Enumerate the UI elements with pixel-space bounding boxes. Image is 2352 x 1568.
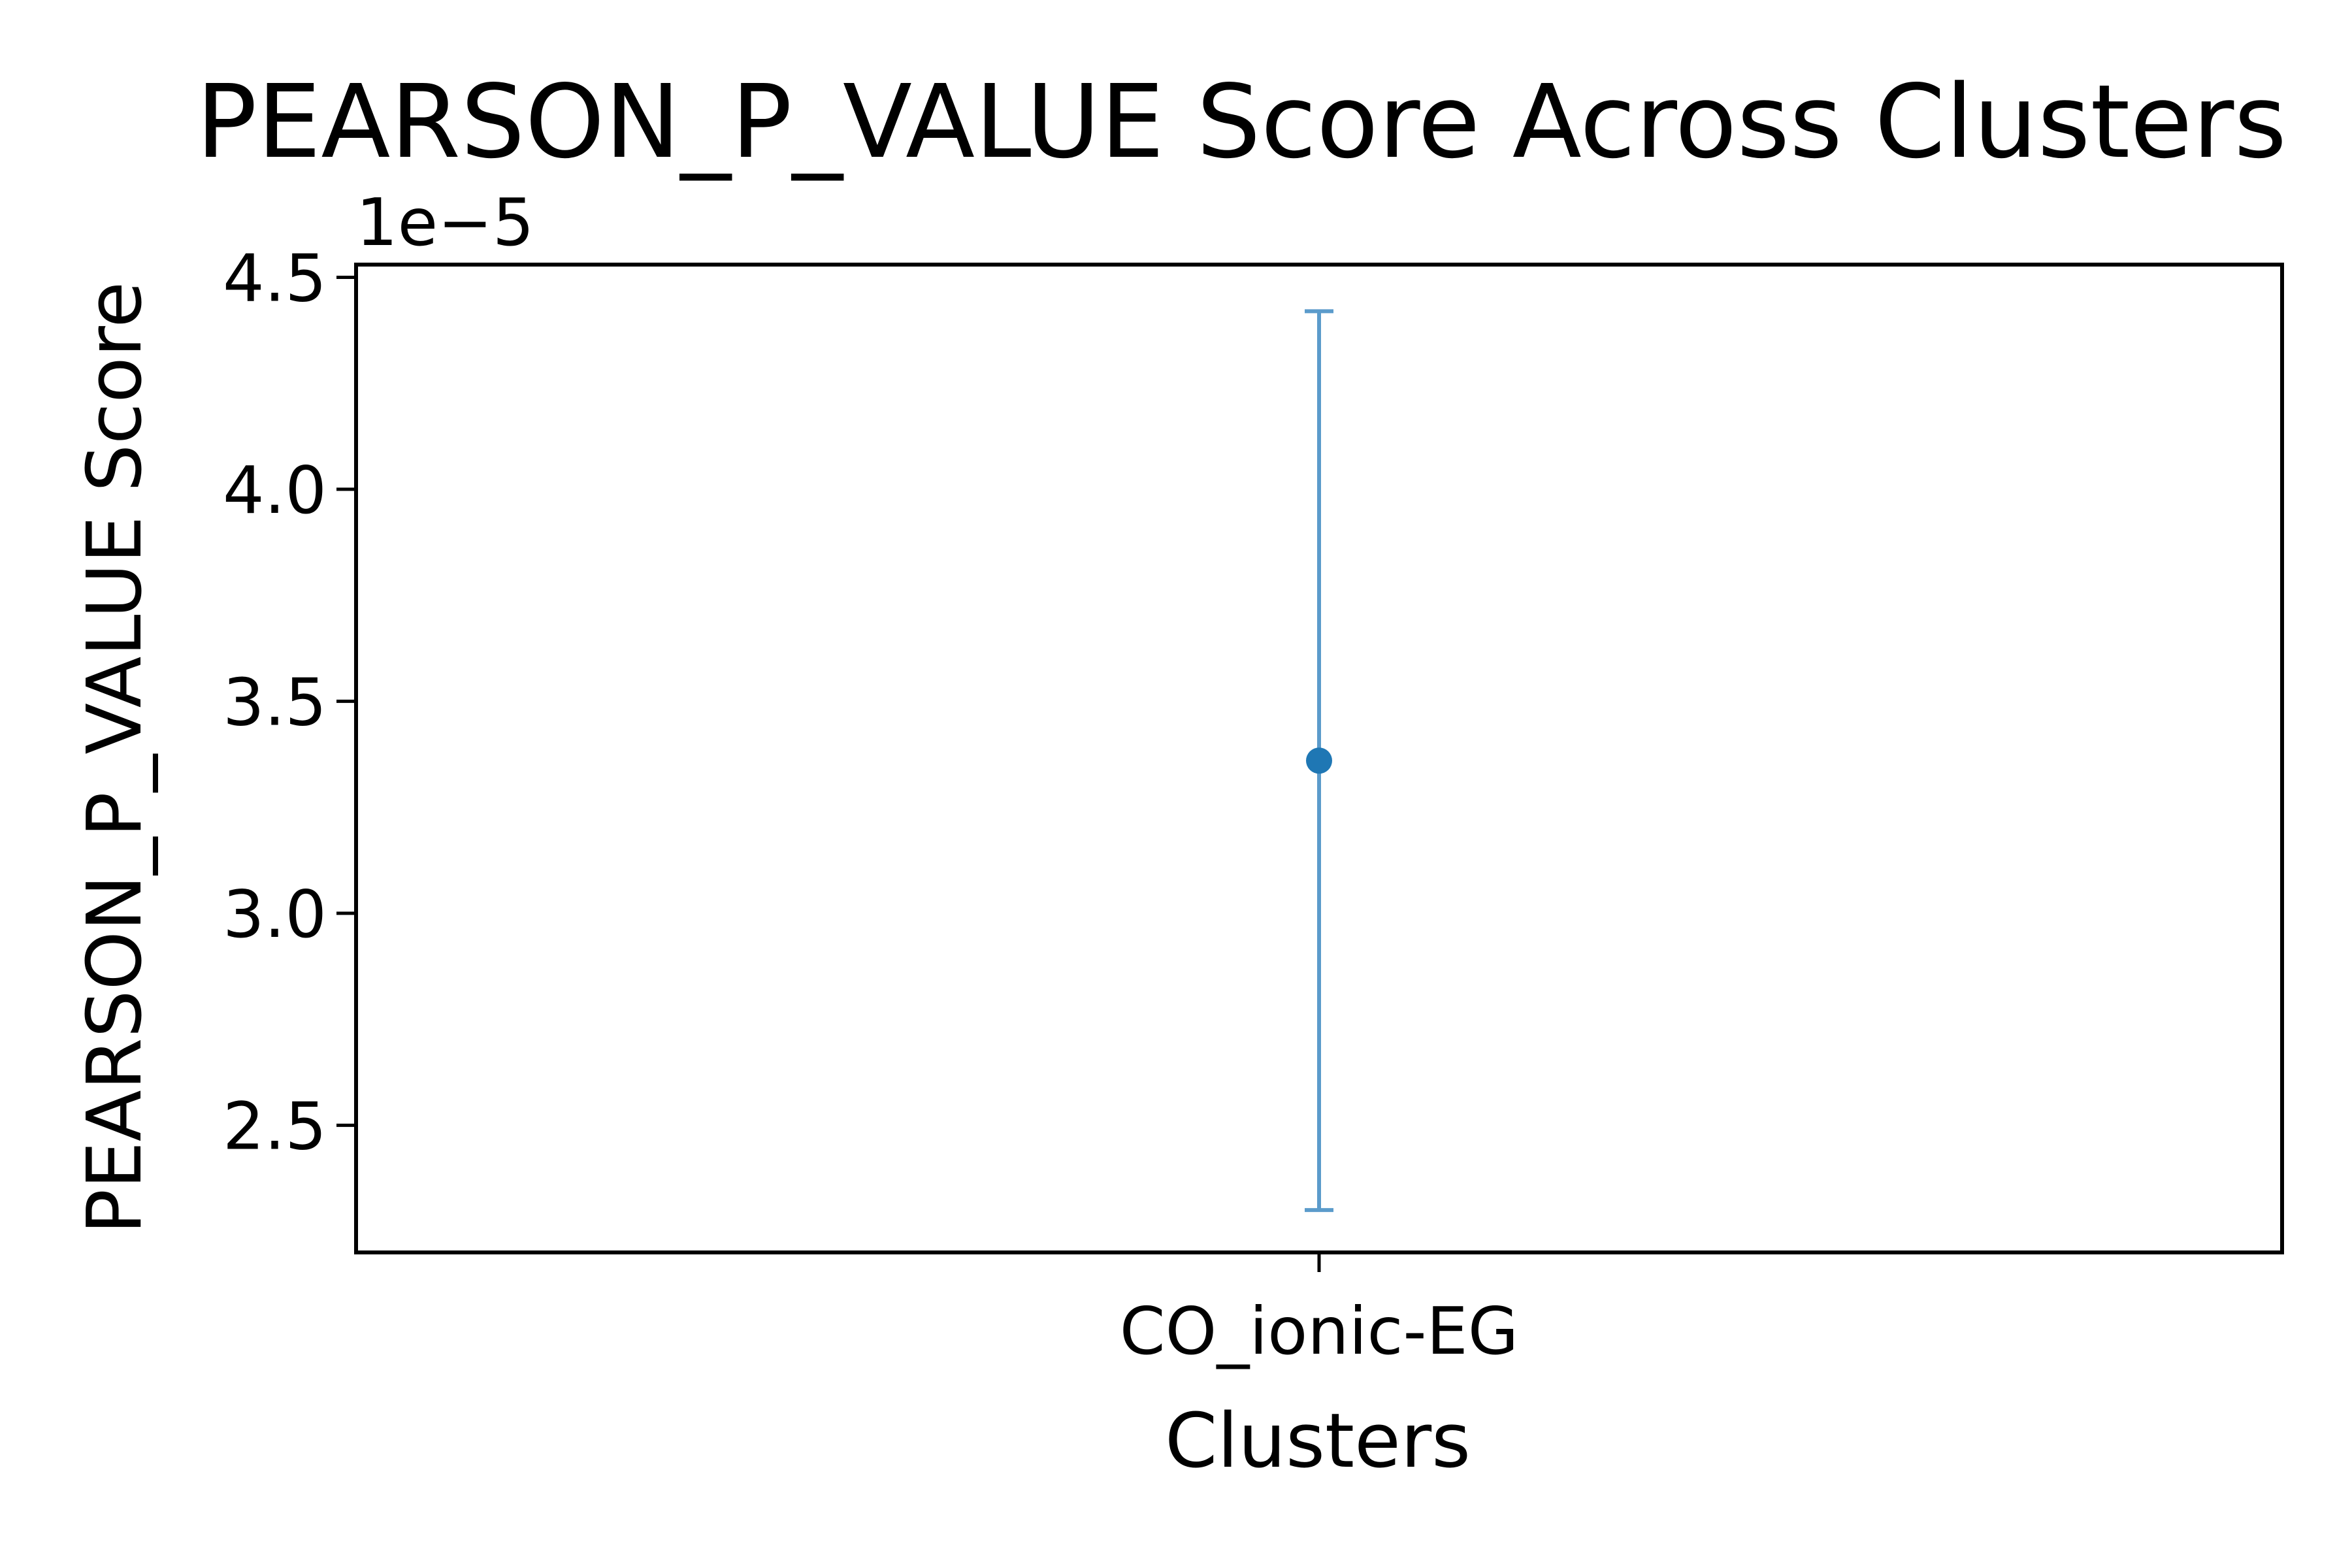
y-axis-ticks: 2.5 3.0 3.5 4.0 4.5: [223, 240, 356, 1164]
y-tick-label: 2.5: [223, 1088, 327, 1164]
y-tick-label: 3.5: [223, 664, 327, 740]
plot-area-frame: [354, 263, 2284, 1254]
data-point: [1306, 747, 1332, 774]
y-tick-label: 4.0: [223, 452, 327, 529]
data-marks: [1305, 309, 1333, 1213]
x-axis-label: Clusters: [1165, 1397, 1471, 1485]
y-tick-label: 4.5: [223, 240, 327, 316]
x-tick-label: CO_ionic-EG: [1120, 1293, 1518, 1369]
x-axis-ticks: CO_ionic-EG: [1120, 1252, 1518, 1369]
y-tick-label: 3.0: [223, 876, 327, 953]
y-axis-label: PEARSON_P_VALUE Score: [71, 282, 159, 1234]
chart-title: PEARSON_P_VALUE Score Across Clusters: [196, 63, 2287, 181]
y-axis-offset-label: 1e−5: [356, 184, 534, 261]
